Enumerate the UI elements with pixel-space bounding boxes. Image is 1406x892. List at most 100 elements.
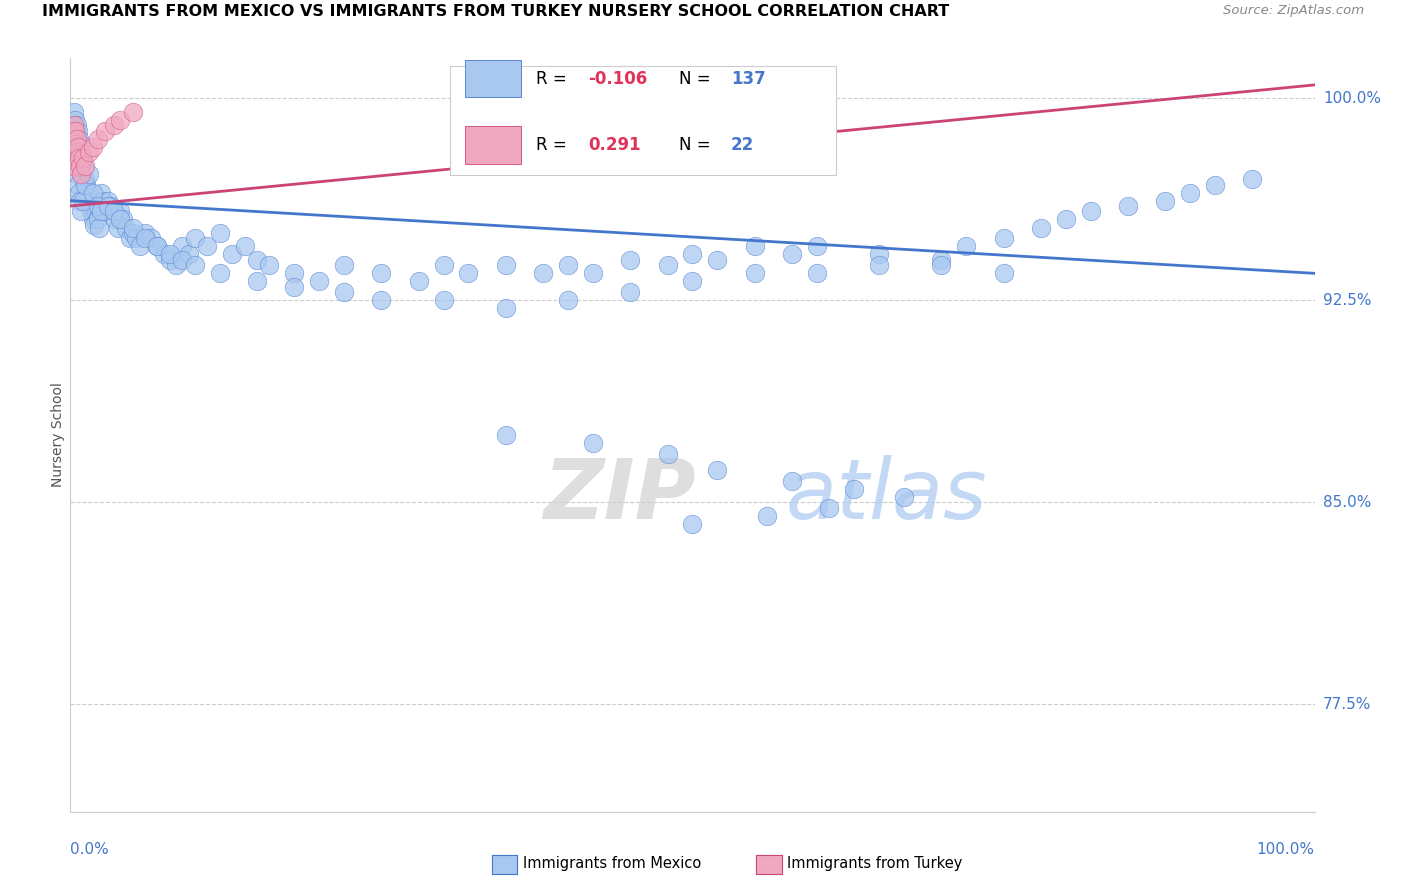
Point <box>65 137 87 152</box>
Point <box>619 285 641 300</box>
Point <box>72 194 94 208</box>
Point <box>582 436 605 450</box>
Text: N =: N = <box>679 70 716 87</box>
Point <box>955 239 977 253</box>
Point <box>121 226 143 240</box>
Text: 22: 22 <box>731 136 754 153</box>
Point <box>557 293 579 308</box>
Point <box>77 191 100 205</box>
Point <box>70 204 93 219</box>
Point <box>408 274 430 288</box>
Point <box>118 231 141 245</box>
Point <box>76 178 98 192</box>
Point <box>806 239 828 253</box>
Point <box>1180 186 1202 200</box>
Point <box>65 145 87 160</box>
Point <box>868 258 890 272</box>
Point <box>868 247 890 261</box>
Point <box>103 204 125 219</box>
Point <box>177 247 200 261</box>
Point <box>146 239 169 253</box>
Point <box>82 212 104 227</box>
Text: 0.291: 0.291 <box>588 136 641 153</box>
Point <box>82 186 104 200</box>
Point <box>65 132 87 146</box>
Point <box>75 178 97 192</box>
Point <box>1116 199 1139 213</box>
Point <box>682 247 704 261</box>
Point <box>582 266 605 280</box>
Point <box>531 266 554 280</box>
Point <box>98 199 121 213</box>
Point <box>931 252 953 267</box>
Point <box>115 220 138 235</box>
Point <box>283 266 305 280</box>
Point <box>108 112 131 127</box>
Point <box>121 220 143 235</box>
Point <box>67 186 90 200</box>
Point <box>77 145 100 160</box>
Point <box>65 151 87 165</box>
Point <box>67 132 90 146</box>
Point <box>97 199 120 213</box>
Point <box>208 266 231 280</box>
Point <box>72 151 94 165</box>
Point <box>63 104 86 119</box>
Point <box>62 118 84 132</box>
Point <box>63 132 86 146</box>
Point <box>63 118 86 132</box>
Text: 77.5%: 77.5% <box>1323 697 1371 712</box>
Point <box>152 247 174 261</box>
Point <box>63 159 86 173</box>
Point <box>208 226 231 240</box>
Point <box>657 447 679 461</box>
Point <box>1054 212 1077 227</box>
Point <box>62 123 84 137</box>
Point <box>1241 172 1264 186</box>
Point <box>433 258 456 272</box>
Point <box>69 137 91 152</box>
Point <box>65 167 87 181</box>
Point <box>107 220 129 235</box>
Point <box>780 474 803 488</box>
Point <box>195 239 218 253</box>
Point <box>73 159 96 173</box>
Point <box>108 204 131 219</box>
Point <box>125 231 148 245</box>
Point <box>90 204 112 219</box>
Point <box>67 151 90 165</box>
Point <box>756 508 779 523</box>
Text: 100.0%: 100.0% <box>1257 842 1315 857</box>
Text: 100.0%: 100.0% <box>1323 91 1381 106</box>
Point <box>90 186 112 200</box>
Point <box>69 159 91 173</box>
Point <box>308 274 330 288</box>
Text: Immigrants from Turkey: Immigrants from Turkey <box>787 856 963 871</box>
Point <box>433 293 456 308</box>
Point <box>495 427 517 442</box>
Point <box>66 123 89 137</box>
Point <box>65 112 87 127</box>
Point <box>844 482 866 496</box>
Point <box>146 239 169 253</box>
Point <box>86 212 108 227</box>
Point <box>77 167 100 181</box>
Point <box>370 293 392 308</box>
Point <box>172 252 194 267</box>
Point <box>101 204 124 219</box>
Text: 85.0%: 85.0% <box>1323 495 1371 509</box>
Point <box>221 247 243 261</box>
Point <box>993 266 1015 280</box>
Text: R =: R = <box>536 70 572 87</box>
Point <box>134 231 156 245</box>
Text: atlas: atlas <box>786 455 987 536</box>
Point <box>76 186 98 200</box>
FancyBboxPatch shape <box>465 126 520 163</box>
Point <box>818 500 841 515</box>
Point <box>70 167 93 181</box>
Point <box>172 239 194 253</box>
Point <box>66 178 89 192</box>
Text: N =: N = <box>679 136 716 153</box>
Text: 0.0%: 0.0% <box>70 842 110 857</box>
Point <box>75 159 97 173</box>
